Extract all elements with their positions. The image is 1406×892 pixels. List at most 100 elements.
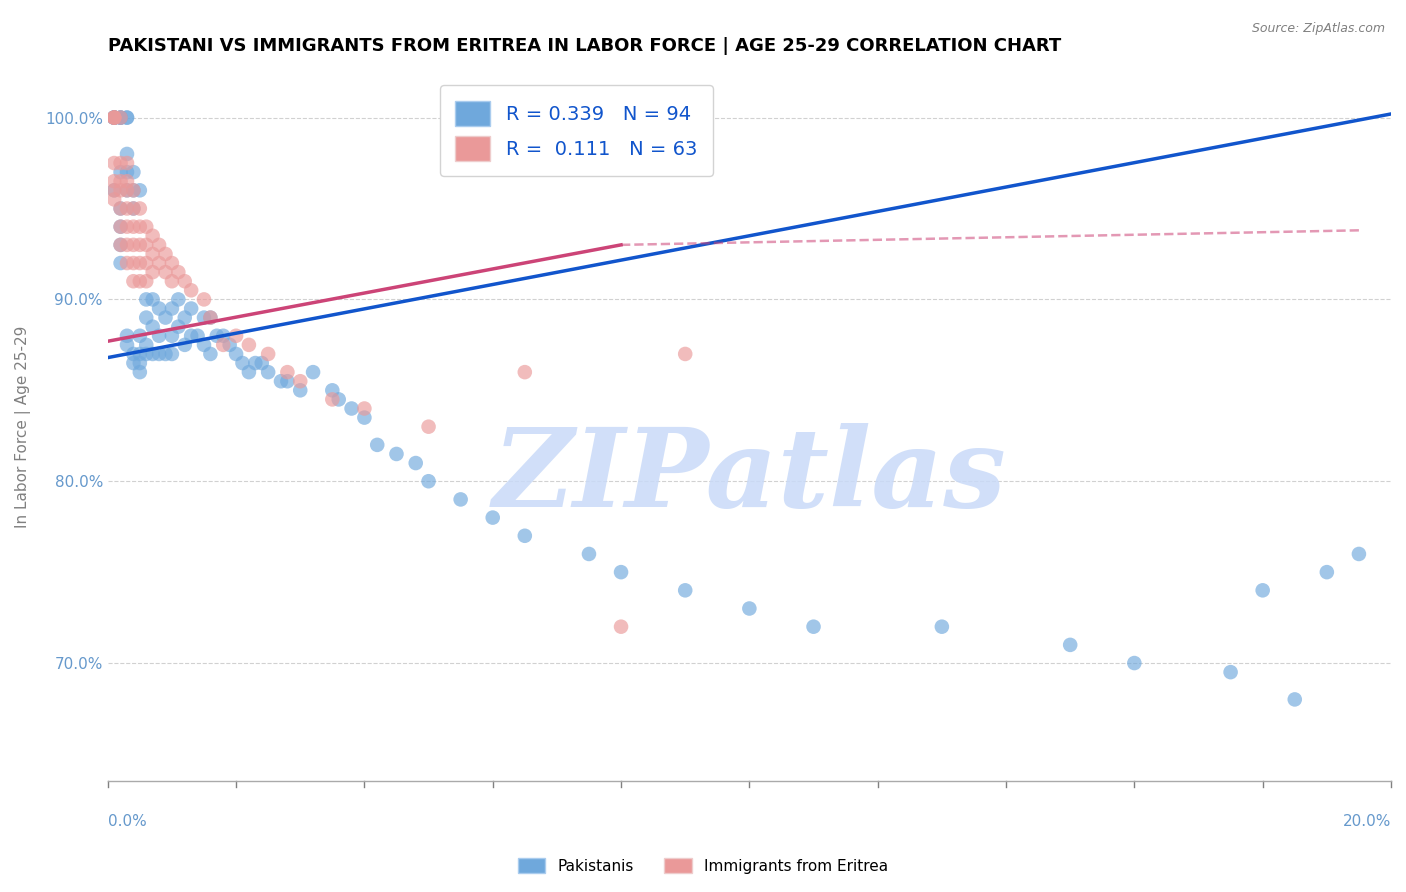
Point <box>135 347 157 361</box>
Point <box>238 365 260 379</box>
Point <box>173 310 195 325</box>
Point <box>180 301 202 316</box>
Point <box>340 401 363 416</box>
Point <box>302 365 325 379</box>
Point <box>135 293 157 307</box>
Point <box>160 347 183 361</box>
Point <box>110 165 132 179</box>
Point <box>103 111 125 125</box>
Point <box>385 447 408 461</box>
Point <box>103 111 125 125</box>
Point <box>115 183 138 197</box>
Point <box>931 620 953 634</box>
Point <box>148 238 170 252</box>
Point <box>225 347 247 361</box>
Point <box>110 174 132 188</box>
Point <box>257 347 280 361</box>
Point <box>115 256 138 270</box>
Point <box>122 256 145 270</box>
Point <box>321 392 343 407</box>
Point <box>103 111 125 125</box>
Point <box>1348 547 1371 561</box>
Point <box>135 310 157 325</box>
Point <box>110 219 132 234</box>
Point <box>135 256 157 270</box>
Point <box>290 374 312 388</box>
Point <box>366 438 388 452</box>
Point <box>205 328 228 343</box>
Point <box>142 247 165 261</box>
Point <box>128 202 150 216</box>
Point <box>353 401 375 416</box>
Point <box>110 111 132 125</box>
Point <box>218 338 240 352</box>
Point <box>225 328 247 343</box>
Point <box>193 310 215 325</box>
Point <box>122 356 145 370</box>
Point <box>276 374 298 388</box>
Point <box>128 183 150 197</box>
Point <box>167 265 190 279</box>
Point <box>128 347 150 361</box>
Point <box>103 111 125 125</box>
Point <box>110 202 132 216</box>
Point <box>142 265 165 279</box>
Point <box>122 274 145 288</box>
Point <box>122 238 145 252</box>
Point <box>193 293 215 307</box>
Point <box>167 319 190 334</box>
Point <box>128 256 150 270</box>
Point <box>110 111 132 125</box>
Point <box>103 183 125 197</box>
Point <box>115 111 138 125</box>
Y-axis label: In Labor Force | Age 25-29: In Labor Force | Age 25-29 <box>15 326 31 528</box>
Point <box>673 347 696 361</box>
Point <box>128 274 150 288</box>
Point <box>481 510 503 524</box>
Point <box>160 256 183 270</box>
Text: 20.0%: 20.0% <box>1343 814 1391 829</box>
Text: 0.0%: 0.0% <box>108 814 146 829</box>
Point <box>245 356 267 370</box>
Point <box>328 392 350 407</box>
Point <box>200 347 222 361</box>
Point <box>103 193 125 207</box>
Point <box>513 529 536 543</box>
Point <box>103 174 125 188</box>
Point <box>450 492 472 507</box>
Point <box>122 183 145 197</box>
Point <box>103 156 125 170</box>
Point <box>418 419 440 434</box>
Point <box>200 310 222 325</box>
Point <box>578 547 600 561</box>
Point <box>135 219 157 234</box>
Point <box>110 202 132 216</box>
Point <box>155 347 177 361</box>
Point <box>193 338 215 352</box>
Point <box>115 338 138 352</box>
Point <box>115 156 138 170</box>
Point <box>250 356 273 370</box>
Point <box>135 274 157 288</box>
Point <box>115 202 138 216</box>
Point <box>353 410 375 425</box>
Point <box>103 111 125 125</box>
Point <box>115 147 138 161</box>
Point <box>135 338 157 352</box>
Legend: R = 0.339   N = 94, R =  0.111   N = 63: R = 0.339 N = 94, R = 0.111 N = 63 <box>440 86 713 177</box>
Point <box>160 301 183 316</box>
Point <box>110 156 132 170</box>
Point <box>212 328 235 343</box>
Point <box>803 620 825 634</box>
Point <box>103 111 125 125</box>
Point <box>160 328 183 343</box>
Point <box>122 347 145 361</box>
Point <box>180 328 202 343</box>
Point <box>276 365 298 379</box>
Point <box>290 384 312 398</box>
Point <box>418 474 440 488</box>
Point <box>212 338 235 352</box>
Point <box>128 356 150 370</box>
Point <box>115 219 138 234</box>
Point <box>142 228 165 243</box>
